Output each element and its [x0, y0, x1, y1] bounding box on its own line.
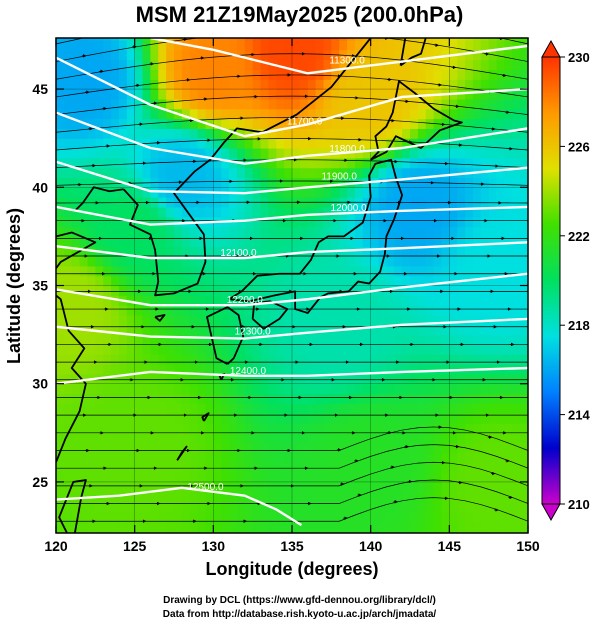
- y-tick-label: 30: [32, 376, 48, 392]
- colorbar-tick-label: 222: [568, 229, 590, 244]
- colorbar-tick-label: 210: [568, 497, 590, 512]
- colorbar-top-triangle: [542, 41, 560, 57]
- x-tick-label: 135: [280, 538, 304, 554]
- colorbar-tick-label: 226: [568, 139, 590, 154]
- y-axis-title: Latitude (degrees): [4, 208, 24, 364]
- colorbar-tick-label: 230: [568, 50, 590, 65]
- contour-label: 12500.0: [187, 482, 224, 493]
- credit-dcl: Drawing by DCL (https://www.gfd-dennou.o…: [0, 594, 599, 608]
- temperature-field: [56, 30, 529, 541]
- contour-label: 11800.0: [329, 144, 365, 155]
- colorbar-tick-label: 218: [568, 318, 590, 333]
- y-tick-label: 25: [32, 474, 48, 490]
- contour-label: 12000.0: [331, 203, 368, 214]
- contour-label: 12100.0: [220, 248, 257, 259]
- y-tick-label: 45: [32, 81, 48, 97]
- contour-label: 12400.0: [230, 366, 267, 377]
- x-tick-label: 150: [516, 538, 540, 554]
- contour-label: 11300.0: [329, 56, 365, 67]
- y-tick-label: 40: [32, 179, 48, 195]
- x-tick-label: 120: [44, 538, 68, 554]
- x-tick-label: 125: [123, 538, 147, 554]
- contour-label: 11700.0: [287, 116, 323, 127]
- colorbar-tick-label: 214: [568, 408, 590, 423]
- contour-label: 12200.0: [227, 295, 264, 306]
- y-tick-label: 35: [32, 278, 48, 294]
- colorbar-body: [542, 57, 560, 504]
- x-tick-label: 130: [202, 538, 226, 554]
- x-tick-label: 145: [438, 538, 462, 554]
- contour-label: 12300.0: [235, 327, 272, 338]
- colorbar-bottom-triangle: [542, 504, 560, 520]
- credit-data: Data from http://database.rish.kyoto-u.a…: [0, 608, 599, 622]
- colorbar: 210 214 218 222 226 230: [542, 41, 590, 520]
- x-axis-title: Longitude (degrees): [205, 559, 378, 579]
- contour-label: 11900.0: [321, 171, 357, 182]
- x-tick-label: 140: [359, 538, 383, 554]
